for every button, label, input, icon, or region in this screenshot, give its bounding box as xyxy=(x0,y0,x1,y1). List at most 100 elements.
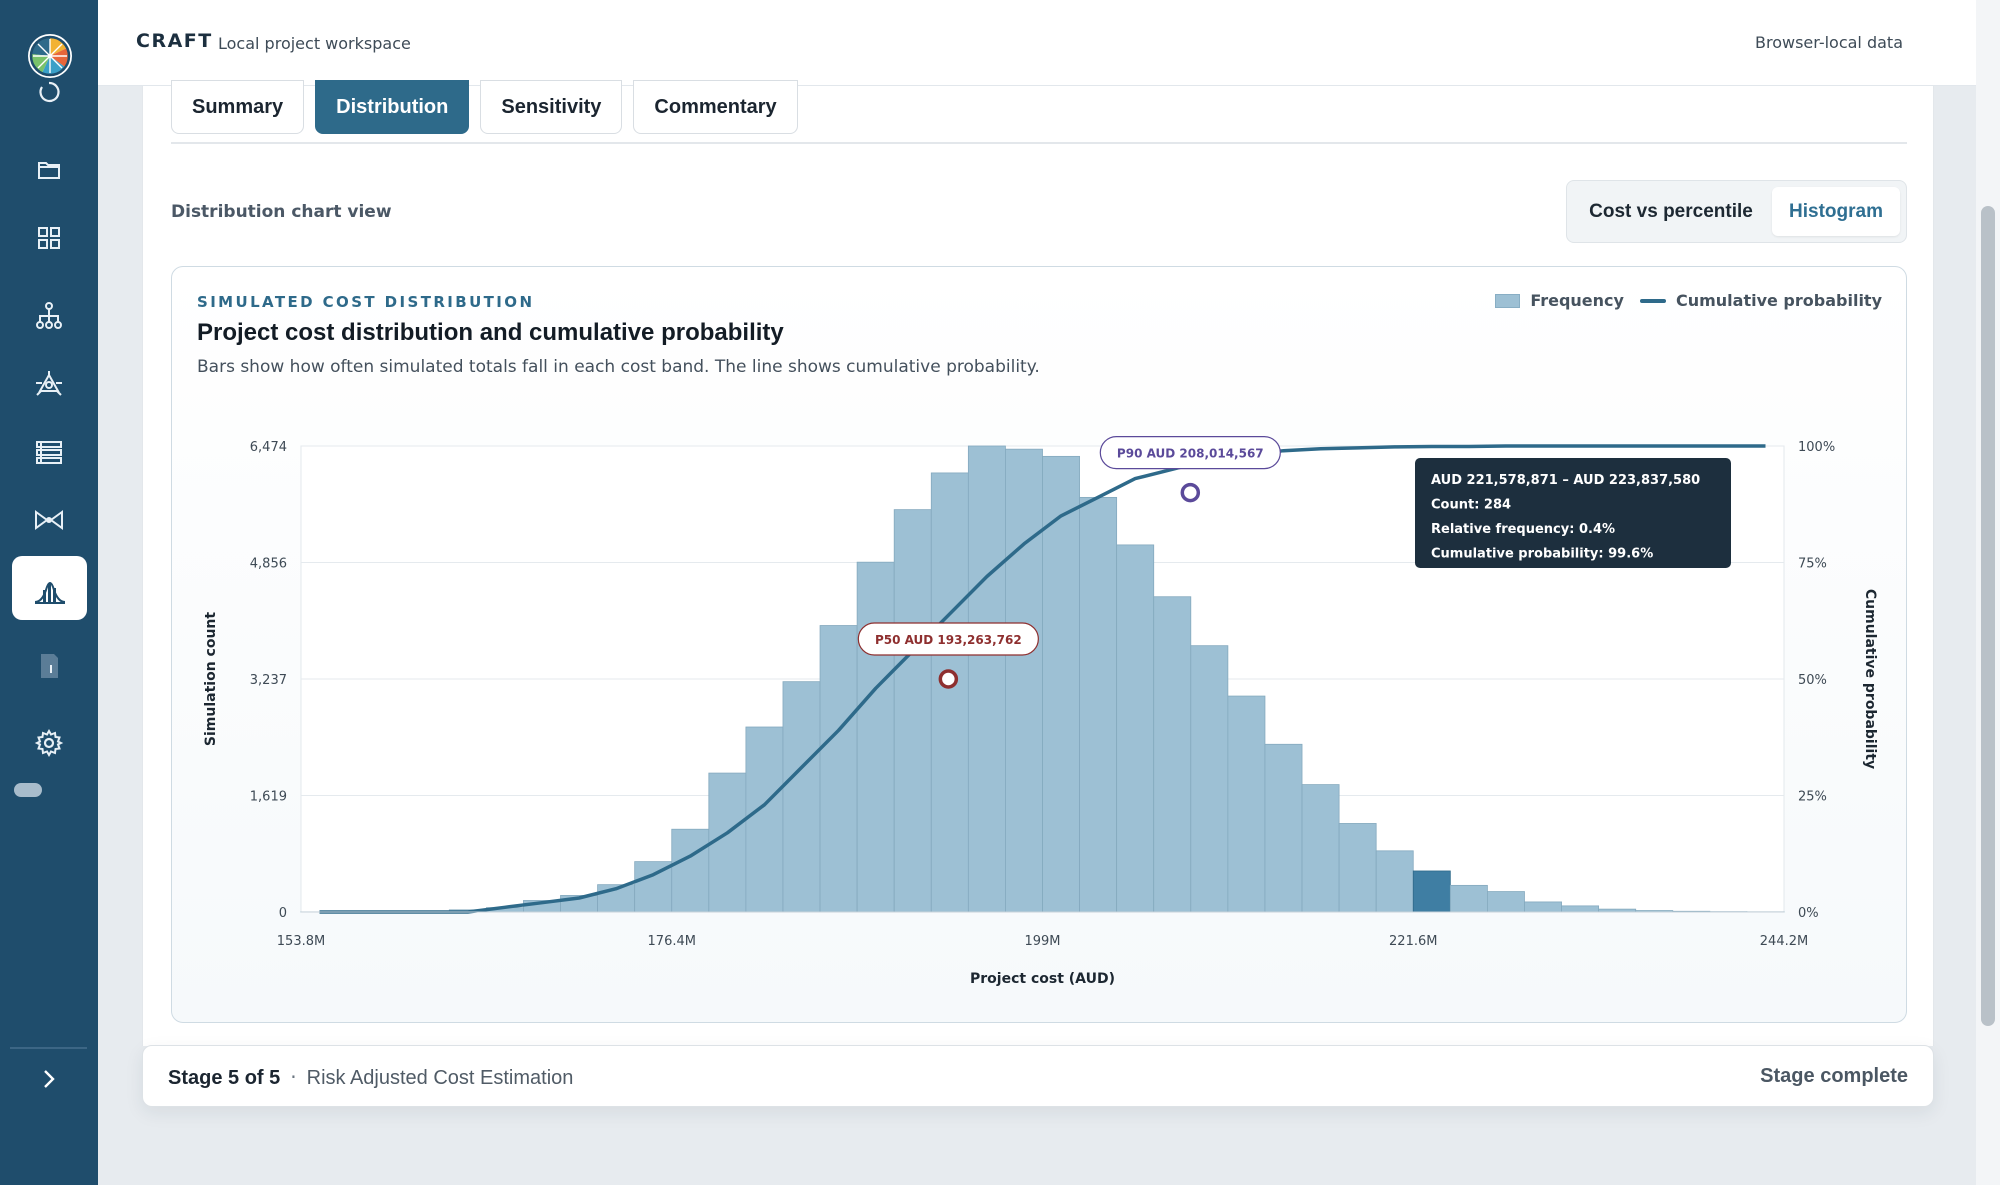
stage-progress: Stage 5 of 5 xyxy=(168,1067,281,1089)
y-tick-label: 0 xyxy=(279,906,287,921)
legend-cumulative-label: Cumulative probability xyxy=(1675,291,1882,310)
stage-info: Stage 5 of 5 · Risk Adjusted Cost Estimati… xyxy=(168,1065,573,1090)
legend-cumulative-swatch xyxy=(1639,298,1666,303)
hierarchy-icon[interactable] xyxy=(29,296,69,336)
brand-name: CRAFT xyxy=(136,30,213,52)
y2-tick-label: 100% xyxy=(1798,440,1835,455)
x-tick-label: 199M xyxy=(1024,934,1060,949)
folder-icon[interactable] xyxy=(29,150,69,190)
stage-status: Stage complete xyxy=(1760,1065,1908,1087)
chart-panel: SIMULATED COST DISTRIBUTION Project cost… xyxy=(171,266,1907,1023)
chart-description: Bars show how often simulated totals fal… xyxy=(197,357,1040,377)
p50-label: P50 AUD 193,263,762 xyxy=(875,633,1022,647)
scrollbar-thumb[interactable] xyxy=(1981,206,1995,1026)
p90-label: P90 AUD 208,014,567 xyxy=(1117,447,1264,461)
settings-icon[interactable] xyxy=(29,723,69,763)
chart-legend: Frequency Cumulative probability xyxy=(1495,291,1882,310)
y2-tick-label: 75% xyxy=(1798,557,1827,572)
main-card: Summary Distribution Sensitivity Comment… xyxy=(142,80,1934,1046)
chart-view-label: Distribution chart view xyxy=(171,202,392,222)
histogram-bar xyxy=(1338,823,1377,913)
y-axis-title: Simulation count xyxy=(203,612,219,746)
sidebar-toggle-pill[interactable] xyxy=(14,783,42,797)
chart-view-toggle: Cost vs percentile Histogram xyxy=(1566,180,1907,243)
document-icon[interactable] xyxy=(29,646,69,686)
refresh-icon[interactable] xyxy=(29,72,69,112)
tooltip-line: AUD 221,578,871 – AUD 223,837,580 xyxy=(1431,473,1700,488)
distribution-chart[interactable]: 0 1,619 3,237 4,856 6,474 0% 25% 50% 75% 100% 153.… xyxy=(172,267,1907,1023)
stage-separator: · xyxy=(290,1065,297,1089)
x-axis-title: Project cost (AUD) xyxy=(970,971,1115,987)
y-tick-label: 4,856 xyxy=(250,557,287,572)
y-tick-label: 1,619 xyxy=(250,790,287,805)
histogram-bar xyxy=(671,828,710,913)
histogram-bar xyxy=(1375,850,1414,913)
histogram-bar xyxy=(930,472,969,913)
histogram-bar xyxy=(1227,695,1266,913)
x-tick-label: 244.2M xyxy=(1760,934,1808,949)
tooltip-line: Relative frequency: 0.4% xyxy=(1431,522,1615,537)
histogram-bar xyxy=(856,561,895,913)
tooltip-line: Cumulative probability: 99.6% xyxy=(1431,547,1653,562)
sidebar-divider xyxy=(10,1047,87,1049)
tooltip-line: Count: 284 xyxy=(1431,498,1511,513)
histogram-bar xyxy=(782,681,821,913)
distribution-chart-icon[interactable] xyxy=(12,556,87,620)
chart-title: Project cost distribution and cumulative… xyxy=(197,319,784,346)
y2-axis-title: Cumulative probability xyxy=(1862,589,1878,769)
y-tick-label: 3,237 xyxy=(250,673,287,688)
sidebar xyxy=(0,0,98,1185)
legend-frequency-swatch xyxy=(1495,293,1521,308)
histogram-bar xyxy=(1005,448,1043,913)
histogram-bar xyxy=(1524,901,1562,913)
tab-summary[interactable]: Summary xyxy=(171,80,305,134)
y-tick-label: 6,474 xyxy=(250,440,287,455)
risk-network-icon[interactable] xyxy=(29,364,69,404)
app-logo[interactable] xyxy=(28,34,72,78)
data-location-label: Browser-local data xyxy=(1755,33,1903,52)
cumulative-line xyxy=(319,444,1766,914)
tab-bar: Summary Distribution Sensitivity Comment… xyxy=(171,80,798,140)
histogram-bar xyxy=(1487,891,1525,913)
bowtie-icon[interactable] xyxy=(29,500,69,540)
app-header: CRAFT Local project workspace Browser-lo… xyxy=(98,0,2000,86)
histogram-bar xyxy=(1301,784,1340,913)
tab-distribution[interactable]: Distribution xyxy=(315,80,470,134)
p90-marker xyxy=(1180,482,1201,503)
grid-icon[interactable] xyxy=(29,218,69,258)
tabs-divider xyxy=(171,142,1907,144)
p50-label-pill xyxy=(857,622,1039,656)
p50-marker xyxy=(938,669,959,689)
x-tick-label: 176.4M xyxy=(648,934,696,949)
histogram-bar xyxy=(1561,905,1600,913)
chart-kicker: SIMULATED COST DISTRIBUTION xyxy=(197,293,535,311)
chevron-right-icon[interactable] xyxy=(32,1064,66,1094)
brand-subtitle: Local project workspace xyxy=(218,34,411,53)
tab-sensitivity[interactable]: Sensitivity xyxy=(480,80,623,134)
list-icon[interactable] xyxy=(29,432,69,472)
histogram-bar xyxy=(893,509,932,913)
tab-commentary[interactable]: Commentary xyxy=(633,80,798,134)
histogram-bar xyxy=(819,625,858,913)
histogram-bar xyxy=(1153,596,1192,913)
x-tick-label: 221.6M xyxy=(1389,934,1437,949)
histogram-bar xyxy=(1449,884,1488,913)
histogram-bar xyxy=(1079,496,1118,913)
histogram-option[interactable]: Histogram xyxy=(1772,187,1900,236)
y2-tick-label: 0% xyxy=(1798,906,1819,921)
histogram-bar xyxy=(1264,743,1303,913)
stage-name: Risk Adjusted Cost Estimation xyxy=(306,1067,574,1089)
p90-label-pill xyxy=(1099,436,1281,470)
stage-bar: Stage 5 of 5 · Risk Adjusted Cost Estimati… xyxy=(142,1045,1934,1107)
histogram-bar xyxy=(1412,870,1451,913)
legend-frequency-label: Frequency xyxy=(1530,291,1624,310)
histogram-bar xyxy=(1190,645,1229,913)
histogram-bar xyxy=(745,726,784,913)
histogram-bar xyxy=(1116,544,1155,913)
x-tick-label: 153.8M xyxy=(277,934,325,949)
histogram-bar xyxy=(1042,455,1080,913)
cost-vs-percentile-option[interactable]: Cost vs percentile xyxy=(1589,200,1753,222)
y2-tick-label: 50% xyxy=(1798,673,1827,688)
histogram-bar xyxy=(967,445,1006,913)
y2-tick-label: 25% xyxy=(1798,790,1827,805)
